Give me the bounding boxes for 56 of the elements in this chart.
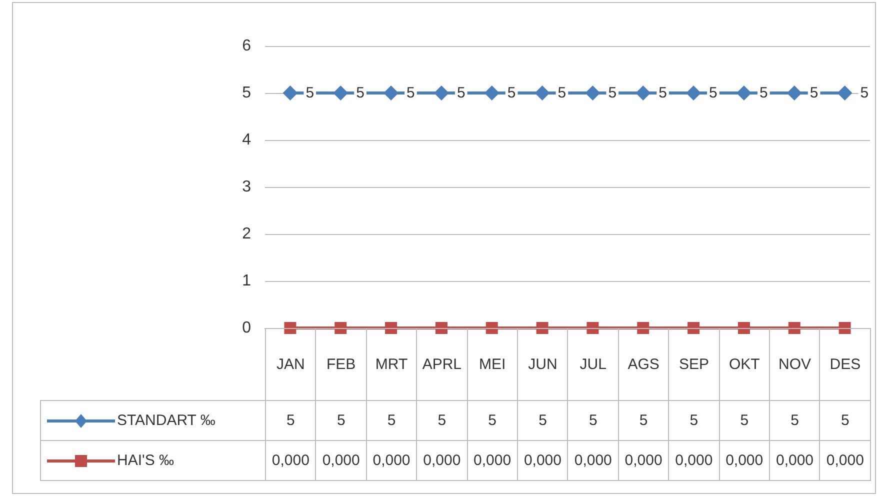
data-label: 0,000 xyxy=(518,440,568,480)
data-label: 5 xyxy=(820,400,870,440)
text: 5 xyxy=(406,84,415,102)
x-tick-label: NOV xyxy=(770,328,820,400)
x-tick-label: OKT xyxy=(719,328,770,400)
x-tick-label: MEI xyxy=(467,328,518,400)
data-label: 5 xyxy=(366,400,417,440)
data-label: 0,000 xyxy=(719,440,770,480)
x-tick-label: FEB xyxy=(316,328,366,400)
data-label: 5 xyxy=(719,400,770,440)
text: 5 xyxy=(456,84,466,102)
text: 5 xyxy=(608,84,617,102)
data-label: 5 xyxy=(416,400,468,440)
text: 5 xyxy=(306,84,314,102)
text: 5 xyxy=(658,84,667,102)
y-tick-label: 1 xyxy=(242,272,252,290)
text: 5 xyxy=(558,84,566,102)
x-tick-label: SEP xyxy=(668,328,720,400)
text: 5 xyxy=(507,84,516,102)
x-tick-label: JAN xyxy=(266,328,316,400)
data-label: 0,000 xyxy=(366,440,417,480)
data-label: 5 xyxy=(316,400,366,440)
data-label: 0,000 xyxy=(266,440,316,480)
data-label: 0,000 xyxy=(668,440,720,480)
x-tick-label: AGS xyxy=(618,328,669,400)
y-tick-label: 3 xyxy=(242,178,252,196)
x-tick-label: DES xyxy=(820,328,870,400)
y-tick-label: 6 xyxy=(242,38,252,54)
y-tick-label: 5 xyxy=(242,84,252,102)
data-label: 5 xyxy=(618,400,669,440)
text: 5 xyxy=(860,84,869,102)
data-label: 0,000 xyxy=(618,440,669,480)
data-label: 0,000 xyxy=(568,440,618,480)
data-label: 0,000 xyxy=(770,440,820,480)
data-label: 5 xyxy=(518,400,568,440)
data-label: 5 xyxy=(770,400,820,440)
text: 5 xyxy=(810,84,818,102)
x-tick-label: APRL xyxy=(416,328,468,400)
y-tick-label: 2 xyxy=(242,226,252,242)
data-label: 0,000 xyxy=(467,440,518,480)
x-tick-label: MRT xyxy=(366,328,417,400)
data-label: 5 xyxy=(568,400,618,440)
data-label: 5 xyxy=(668,400,720,440)
legend-label: STANDART ‰ xyxy=(117,411,216,428)
text: 5 xyxy=(759,84,768,102)
y-tick-label: 0 xyxy=(242,320,252,336)
data-label: 0,000 xyxy=(416,440,468,480)
data-label: 0,000 xyxy=(820,440,870,480)
legend-label: HAI'S ‰ xyxy=(117,451,174,468)
x-tick-label: JUN xyxy=(518,328,568,400)
data-label: 5 xyxy=(467,400,518,440)
x-tick-label: JUL xyxy=(568,328,618,400)
text: 5 xyxy=(709,84,718,102)
text: 5 xyxy=(356,84,364,102)
y-tick-label: 4 xyxy=(242,132,252,148)
data-label: 0,000 xyxy=(316,440,366,480)
